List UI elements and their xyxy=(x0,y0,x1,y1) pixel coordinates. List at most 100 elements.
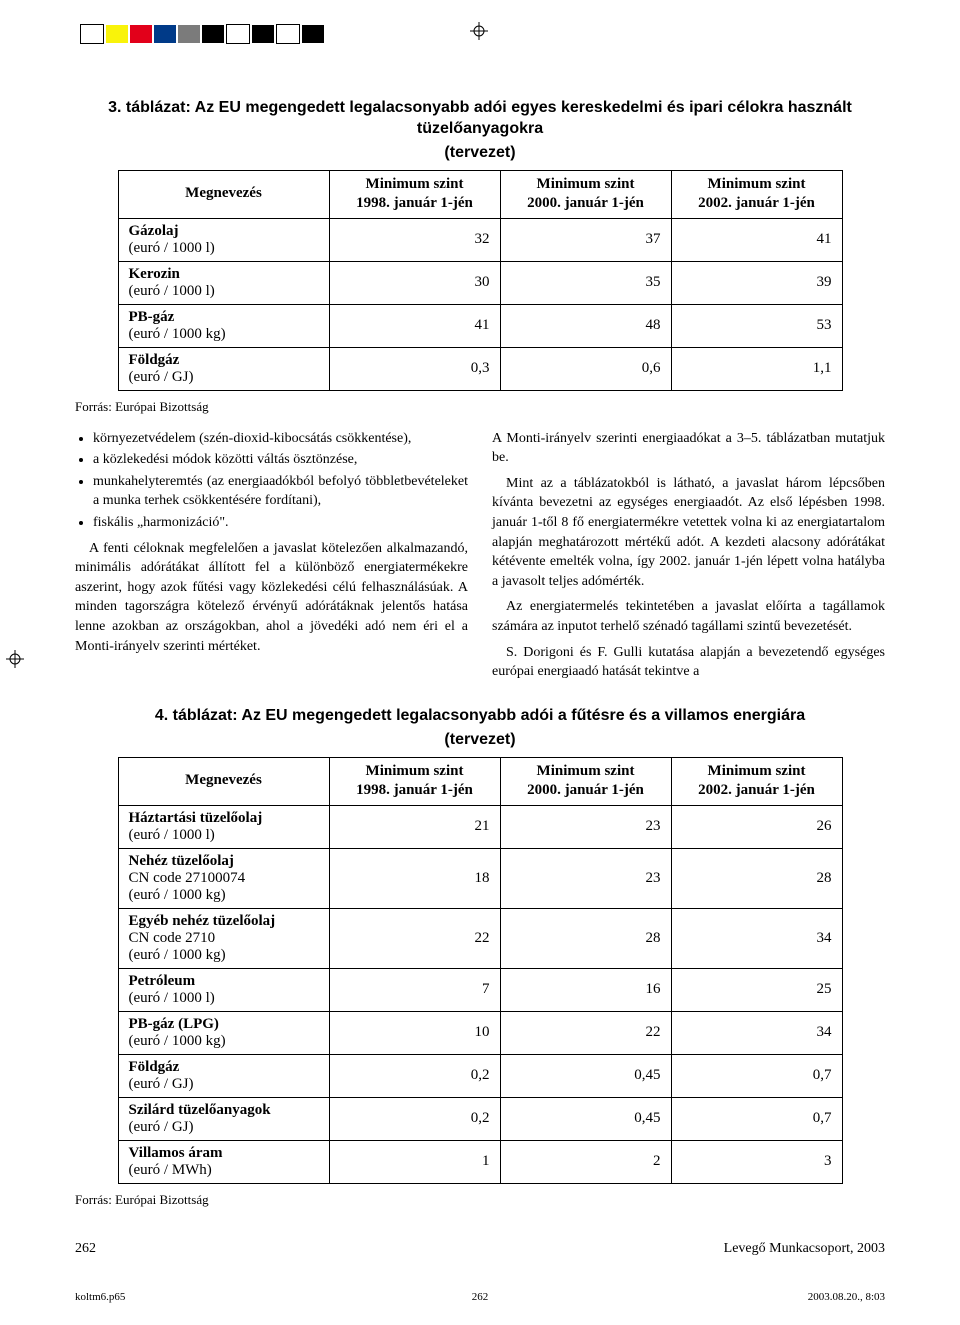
table-row: Szilárd tüzelőanyagok(euró / GJ)0,20,450… xyxy=(118,1097,842,1140)
palette-swatch xyxy=(178,25,200,43)
table-label-cell: Háztartási tüzelőolaj(euró / 1000 l) xyxy=(118,805,329,848)
table-label-cell: Villamos áram(euró / MWh) xyxy=(118,1140,329,1183)
body-right-p3: Az energiatermelés tekintetében a javasl… xyxy=(492,597,885,636)
table-value-cell: 0,2 xyxy=(329,1054,500,1097)
table-value-cell: 18 xyxy=(329,848,500,908)
table-header-cell: Minimum szint2002. január 1-jén xyxy=(671,170,842,218)
list-item: munkahelyteremtés (az energiaadókból bef… xyxy=(93,472,468,511)
table-value-cell: 2 xyxy=(500,1140,671,1183)
footer-meta: koltm6.p65 262 2003.08.20., 8:03 xyxy=(75,1291,885,1303)
table-value-cell: 26 xyxy=(671,805,842,848)
table-label-cell: Szilárd tüzelőanyagok(euró / GJ) xyxy=(118,1097,329,1140)
table-value-cell: 32 xyxy=(329,218,500,261)
palette-swatch xyxy=(80,24,104,44)
table-value-cell: 23 xyxy=(500,848,671,908)
table3-title: 3. táblázat: Az EU megengedett legalacso… xyxy=(75,98,885,140)
footer-meta-page: 262 xyxy=(75,1291,885,1303)
table-value-cell: 3 xyxy=(671,1140,842,1183)
palette-swatch xyxy=(252,25,274,43)
table3-source: Forrás: Európai Bizottság xyxy=(75,399,885,415)
registration-mark-icon xyxy=(6,650,24,668)
table-value-cell: 10 xyxy=(329,1011,500,1054)
table-value-cell: 41 xyxy=(671,218,842,261)
table-value-cell: 0,45 xyxy=(500,1097,671,1140)
table-value-cell: 16 xyxy=(500,968,671,1011)
palette-swatch xyxy=(226,24,250,44)
table-row: Egyéb nehéz tüzelőolajCN code 2710(euró … xyxy=(118,908,842,968)
table-row: Petróleum(euró / 1000 l)71625 xyxy=(118,968,842,1011)
palette-swatch xyxy=(302,25,324,43)
page-number: 262 xyxy=(75,1241,96,1257)
table-value-cell: 39 xyxy=(671,261,842,304)
table-value-cell: 30 xyxy=(329,261,500,304)
table-value-cell: 34 xyxy=(671,908,842,968)
table-row: Gázolaj(euró / 1000 l)323741 xyxy=(118,218,842,261)
table-header-cell: Minimum szint1998. január 1-jén xyxy=(329,170,500,218)
table-value-cell: 0,45 xyxy=(500,1054,671,1097)
table-value-cell: 35 xyxy=(500,261,671,304)
table-value-cell: 23 xyxy=(500,805,671,848)
list-item: a közlekedési módok közötti váltás ösztö… xyxy=(93,450,468,470)
table-label-cell: Egyéb nehéz tüzelőolajCN code 2710(euró … xyxy=(118,908,329,968)
table-label-cell: Nehéz tüzelőolajCN code 27100074(euró / … xyxy=(118,848,329,908)
color-palette-bar xyxy=(80,24,324,44)
palette-swatch xyxy=(154,25,176,43)
table-value-cell: 22 xyxy=(329,908,500,968)
palette-swatch xyxy=(130,25,152,43)
table-label-cell: Kerozin(euró / 1000 l) xyxy=(118,261,329,304)
table-row: Földgáz(euró / GJ)0,30,61,1 xyxy=(118,347,842,390)
table-label-cell: Földgáz(euró / GJ) xyxy=(118,1054,329,1097)
table-value-cell: 0,2 xyxy=(329,1097,500,1140)
table-row: PB-gáz (LPG)(euró / 1000 kg)102234 xyxy=(118,1011,842,1054)
table3: MegnevezésMinimum szint1998. január 1-jé… xyxy=(118,170,843,391)
palette-swatch xyxy=(276,24,300,44)
footer-credit: Levegő Munkacsoport, 2003 xyxy=(724,1241,885,1257)
table-value-cell: 0,6 xyxy=(500,347,671,390)
body-bullet-list: környezetvédelem (szén-dioxid-kibocsátás… xyxy=(75,429,468,533)
table4-subtitle: (tervezet) xyxy=(75,731,885,749)
body-left-para: A fenti céloknak megfelelően a javaslat … xyxy=(75,539,468,657)
table-row: Háztartási tüzelőolaj(euró / 1000 l)2123… xyxy=(118,805,842,848)
table-value-cell: 1,1 xyxy=(671,347,842,390)
table3-subtitle: (tervezet) xyxy=(75,144,885,162)
body-right-p4: S. Dorigoni és F. Gulli kutatása alapján… xyxy=(492,643,885,682)
table-label-cell: PB-gáz (LPG)(euró / 1000 kg) xyxy=(118,1011,329,1054)
list-item: fiskális „harmonizáció". xyxy=(93,513,468,533)
table-row: Villamos áram(euró / MWh)123 xyxy=(118,1140,842,1183)
table-value-cell: 21 xyxy=(329,805,500,848)
table-header-cell: Megnevezés xyxy=(118,757,329,805)
list-item: környezetvédelem (szén-dioxid-kibocsátás… xyxy=(93,429,468,449)
body-right-p1: A Monti-irányelv szerinti energiaadókat … xyxy=(492,429,885,468)
table-value-cell: 48 xyxy=(500,304,671,347)
body-right-p2: Mint az a táblázatokból is látható, a ja… xyxy=(492,474,885,592)
body-text: környezetvédelem (szén-dioxid-kibocsátás… xyxy=(75,429,885,688)
table-value-cell: 37 xyxy=(500,218,671,261)
table-label-cell: PB-gáz(euró / 1000 kg) xyxy=(118,304,329,347)
table-label-cell: Gázolaj(euró / 1000 l) xyxy=(118,218,329,261)
table-value-cell: 7 xyxy=(329,968,500,1011)
table-header-cell: Megnevezés xyxy=(118,170,329,218)
table-header-cell: Minimum szint2000. január 1-jén xyxy=(500,170,671,218)
table-value-cell: 22 xyxy=(500,1011,671,1054)
palette-swatch xyxy=(106,25,128,43)
table-header-cell: Minimum szint1998. január 1-jén xyxy=(329,757,500,805)
palette-swatch xyxy=(202,25,224,43)
table-row: Kerozin(euró / 1000 l)303539 xyxy=(118,261,842,304)
table4-title: 4. táblázat: Az EU megengedett legalacso… xyxy=(75,706,885,727)
table-value-cell: 0,3 xyxy=(329,347,500,390)
table-value-cell: 34 xyxy=(671,1011,842,1054)
table-value-cell: 41 xyxy=(329,304,500,347)
table-value-cell: 0,7 xyxy=(671,1097,842,1140)
table-row: Nehéz tüzelőolajCN code 27100074(euró / … xyxy=(118,848,842,908)
table-value-cell: 28 xyxy=(671,848,842,908)
footer-main: 262 Levegő Munkacsoport, 2003 xyxy=(75,1241,885,1257)
table-value-cell: 1 xyxy=(329,1140,500,1183)
table-value-cell: 28 xyxy=(500,908,671,968)
table-row: PB-gáz(euró / 1000 kg)414853 xyxy=(118,304,842,347)
table-label-cell: Földgáz(euró / GJ) xyxy=(118,347,329,390)
table4: MegnevezésMinimum szint1998. január 1-jé… xyxy=(118,757,843,1184)
table-value-cell: 25 xyxy=(671,968,842,1011)
table4-source: Forrás: Európai Bizottság xyxy=(75,1192,885,1208)
table-label-cell: Petróleum(euró / 1000 l) xyxy=(118,968,329,1011)
table-value-cell: 0,7 xyxy=(671,1054,842,1097)
